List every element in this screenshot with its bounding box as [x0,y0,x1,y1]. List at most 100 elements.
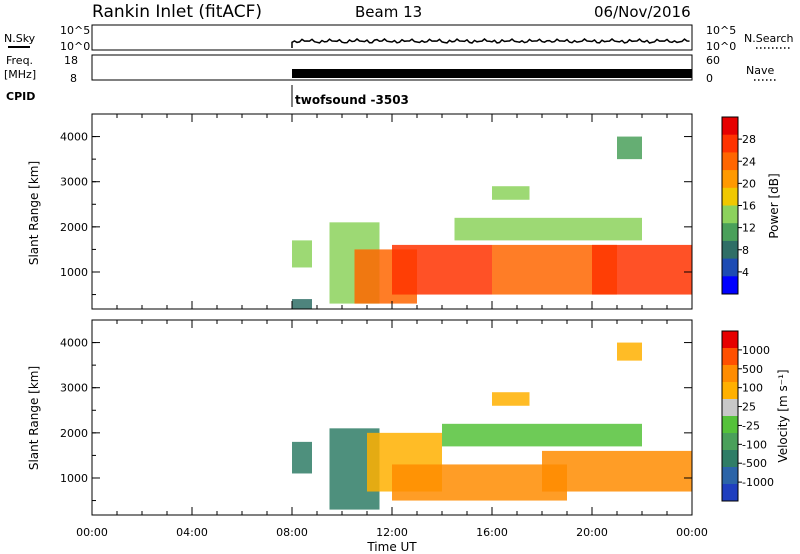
vel-cbar-swatch-0 [722,331,738,349]
power-cbar-swatch-9 [722,276,738,295]
velocity-cell-5 [542,450,692,492]
vel-cbar-swatch-4 [722,399,738,417]
power-cbar-tick-label-0: 28 [742,133,756,146]
cpid-label: CPID [6,90,35,103]
power-cbar-swatch-6 [722,223,738,242]
nsearch-label: N.Search [744,32,794,45]
nsky-panel: N.Sky 10^5 10^0 10^5 10^0 N.Search [4,24,794,53]
velocity-ylabel: Slant Range [km] [27,366,41,470]
power-x-ticks [91,114,693,309]
power-cbar-swatch-3 [722,170,738,189]
power-colorbar: 28 24 20 16 12 8 4 Power [dB] [721,116,781,295]
power-cbar-swatch-8 [722,258,738,277]
vel-cbar-swatch-1 [722,348,738,366]
freq-tick-top: 18 [64,54,78,67]
nave-tick-top: 60 [706,54,720,67]
vel-cbar-tick-label-2: 100 [742,382,763,395]
nave-label: Nave [746,64,774,77]
nsearch-tick-bottom: 10^0 [706,40,736,53]
freq-unit: [MHz] [4,68,36,81]
power-cbar-swatch-7 [722,240,738,260]
power-cell-7 [592,244,692,295]
y-tick-label-1: 3000 [60,382,88,395]
nsky-label: N.Sky [4,32,36,45]
y-tick-label-0: 4000 [60,131,88,144]
y-tick-label-0: 4000 [60,337,88,350]
nsky-tick-top: 10^5 [60,24,90,37]
power-cbar-swatch-2 [722,152,738,171]
power-cbar-tick-label-2: 20 [742,177,756,190]
power-cbar-tick-label-5: 8 [742,244,749,257]
power-cell-0 [292,240,312,268]
velocity-panel: 4000 3000 2000 1000 Slant Range [km] [27,319,693,516]
power-ylabel: Slant Range [km] [27,161,41,265]
x-tick-label-5: 20:00 [576,526,608,539]
vel-cbar-tick-label-3: 25 [742,401,756,414]
y-tick-label-2: 2000 [60,221,88,234]
vel-cbar-swatch-7 [722,450,738,468]
velocity-cell-7 [492,392,530,406]
power-cell-9 [492,186,530,200]
velocity-colorbar-swatches [722,331,738,502]
x-tick-label-0: 00:00 [76,526,108,539]
power-cbar-tick-label-6: 4 [742,266,749,279]
power-cbar-swatch-1 [722,134,738,153]
velocity-y-ticks: 4000 3000 2000 1000 [60,337,692,502]
vel-cbar-swatch-2 [722,365,738,383]
power-cbar-tick-label-1: 24 [742,155,756,168]
power-cbar-tick-label-4: 12 [742,222,756,235]
vel-cbar-swatch-8 [722,467,738,485]
x-tick-label-2: 08:00 [276,526,308,539]
vel-cbar-tick-label-0: 1000 [742,344,770,357]
beam-label: Beam 13 [355,3,422,21]
velocity-cell-4 [442,423,642,447]
velocity-data-cells [292,342,692,510]
power-cbar-swatch-5 [722,205,738,224]
power-cell-8 [617,136,642,160]
power-cell-5 [454,217,642,241]
power-panel: 4000 3000 2000 1000 Slant Range [km] [27,113,693,310]
velocity-x-ticks [91,320,693,515]
freq-label: Freq. [6,54,33,67]
x-tick-label-4: 16:00 [476,526,508,539]
y-tick-label-2: 2000 [60,427,88,440]
vel-cbar-tick-label-1: 500 [742,363,763,376]
freq-panel: Freq. [MHz] 18 8 60 0 Nave [4,54,776,85]
power-colorbar-ticks: 28 24 20 16 12 8 4 [738,133,756,279]
vel-cbar-tick-label-6: -500 [742,457,767,470]
y-tick-label-1: 3000 [60,176,88,189]
x-axis-label: Time UT [366,540,417,554]
cpid-row: CPID twofsound -3503 [6,85,409,107]
freq-trace [292,69,692,78]
velocity-cell-3 [392,464,567,501]
x-tick-labels: 00:00 04:00 08:00 12:00 16:00 20:00 00:00 [76,526,708,539]
power-colorbar-label: Power [dB] [767,173,781,238]
x-tick-label-3: 12:00 [376,526,408,539]
power-cbar-swatch-0 [722,117,738,136]
date-label: 06/Nov/2016 [594,3,691,21]
vel-cbar-swatch-6 [722,433,738,451]
power-cell-4 [392,244,492,295]
velocity-colorbar-label: Velocity [m s⁻¹] [776,369,790,462]
power-colorbar-swatches [722,117,738,295]
velocity-cell-6 [617,342,642,361]
vel-cbar-swatch-5 [722,416,738,434]
velocity-colorbar: 1000 500 100 25 -25 -100 -500 -1000 Velocity [m… [721,330,790,502]
y-tick-label-3: 1000 [60,266,88,279]
velocity-cell-0 [292,441,312,474]
power-cbar-swatch-4 [722,187,738,206]
x-tick-label-1: 04:00 [176,526,208,539]
power-cell-1 [292,299,312,309]
freq-tick-bottom: 8 [70,72,77,85]
power-y-ticks: 4000 3000 2000 1000 [60,131,692,296]
vel-cbar-swatch-9 [722,484,738,502]
vel-cbar-tick-label-4: -25 [742,419,760,432]
vel-cbar-tick-label-7: -1000 [742,476,774,489]
nsky-tick-bottom: 10^0 [60,40,90,53]
title: Rankin Inlet (fitACF) [92,2,262,22]
vel-cbar-tick-label-5: -100 [742,438,767,451]
power-data-cells [292,136,692,309]
nave-tick-bottom: 0 [706,72,713,85]
x-tick-label-6: 00:00 [676,526,708,539]
